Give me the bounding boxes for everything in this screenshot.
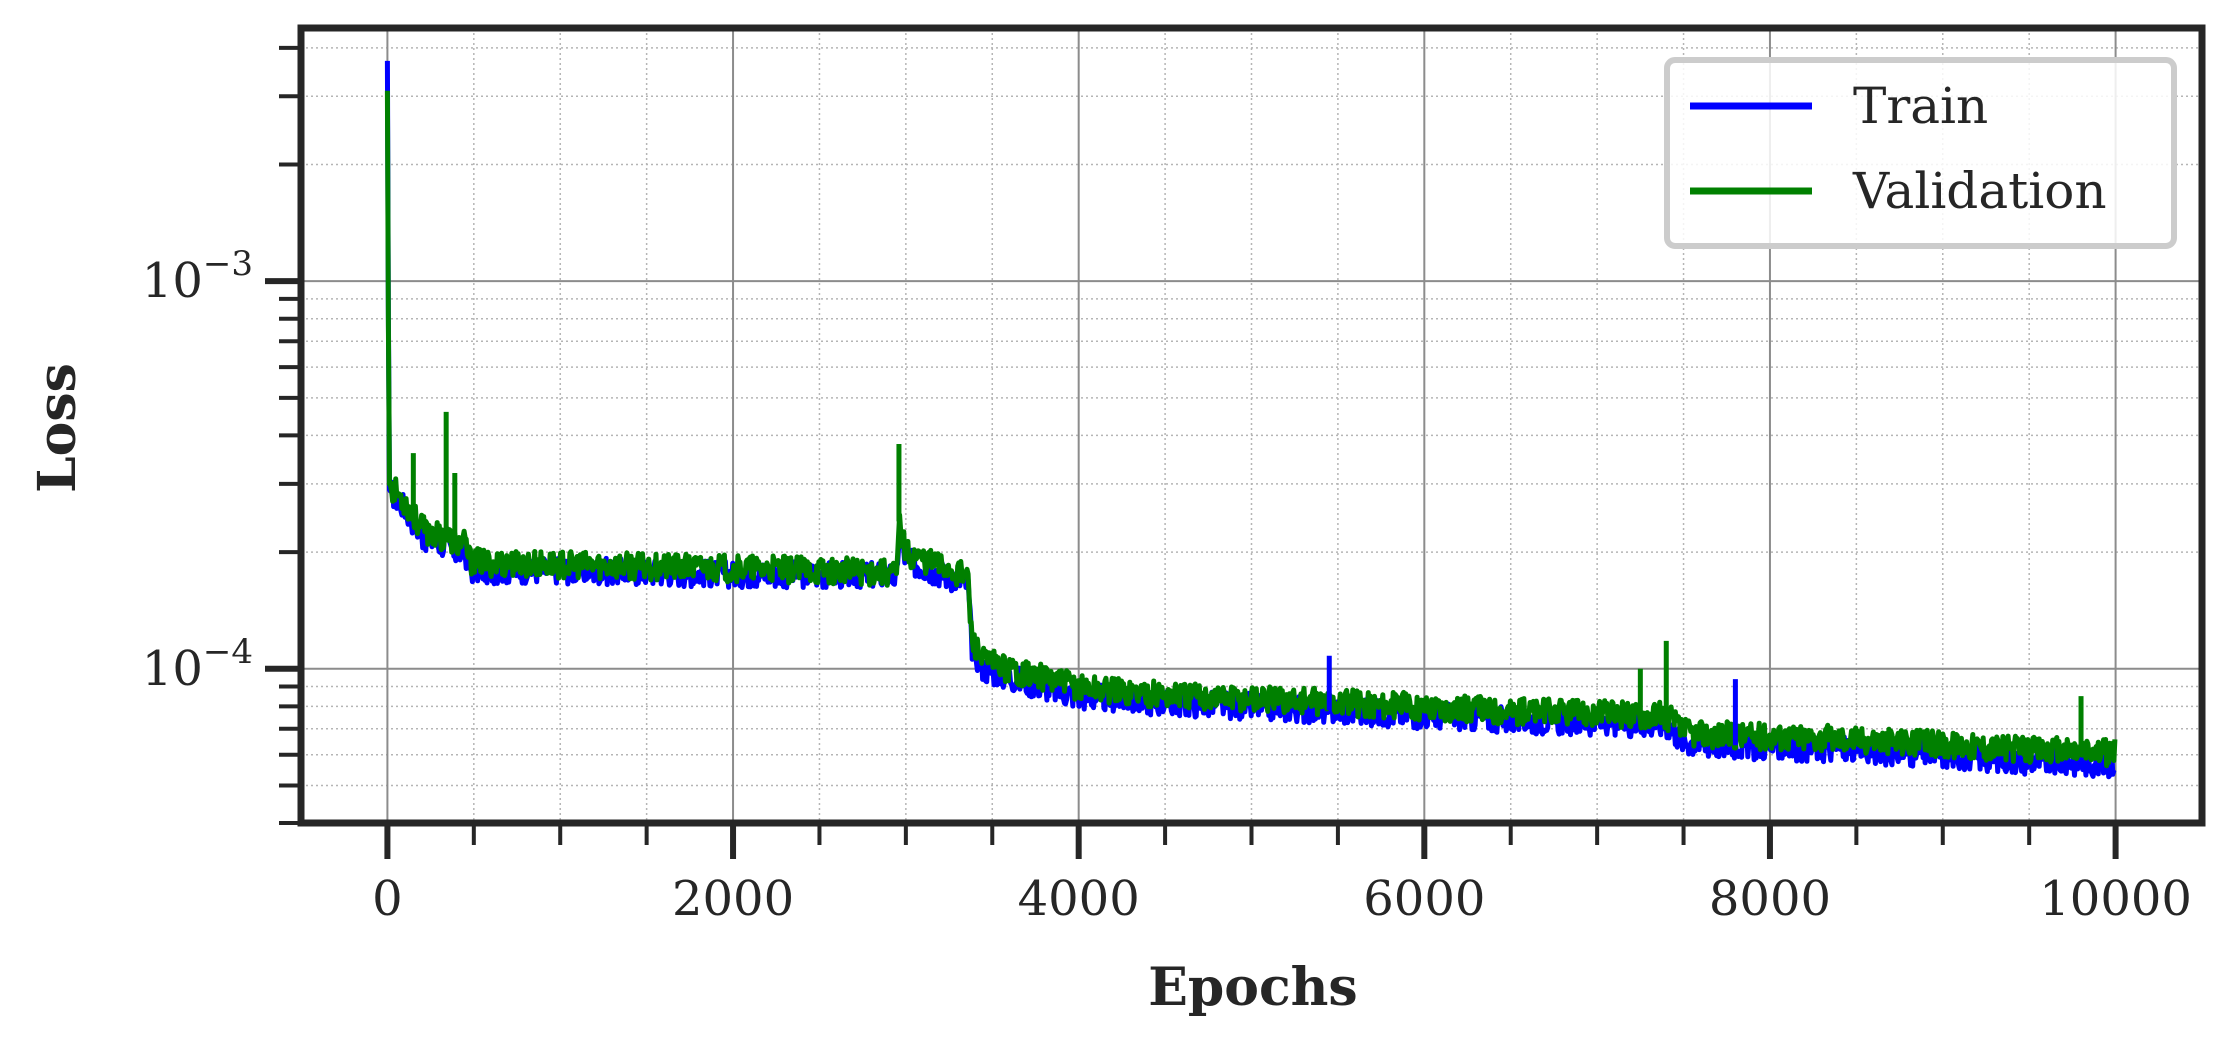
x-tick-label: 6000 <box>1363 871 1485 927</box>
x-tick-label: 0 <box>372 871 403 927</box>
legend: Train Validation <box>1664 57 2177 249</box>
series-layer <box>384 60 2118 780</box>
y-tick-label: 10−3 <box>142 244 253 309</box>
x-tick-label: 10000 <box>2039 871 2192 927</box>
x-tick-label: 8000 <box>1709 871 1831 927</box>
minor-grid <box>301 28 2202 824</box>
x-tick-label: 2000 <box>672 871 794 927</box>
x-tick-label: 4000 <box>1018 871 1140 927</box>
legend-label-train: Train <box>1853 77 1988 135</box>
y-axis-label: Loss <box>27 363 88 493</box>
axis-ticks <box>265 45 2119 859</box>
y-tick-label: 10−4 <box>142 632 253 697</box>
series-line-validation <box>384 90 2118 769</box>
axis-tick-labels: 0 2000 4000 6000 8000 10000 10−3 10−4 <box>142 244 2192 927</box>
x-axis-label: Epochs <box>1148 957 1357 1018</box>
legend-label-validation: Validation <box>1852 162 2107 220</box>
